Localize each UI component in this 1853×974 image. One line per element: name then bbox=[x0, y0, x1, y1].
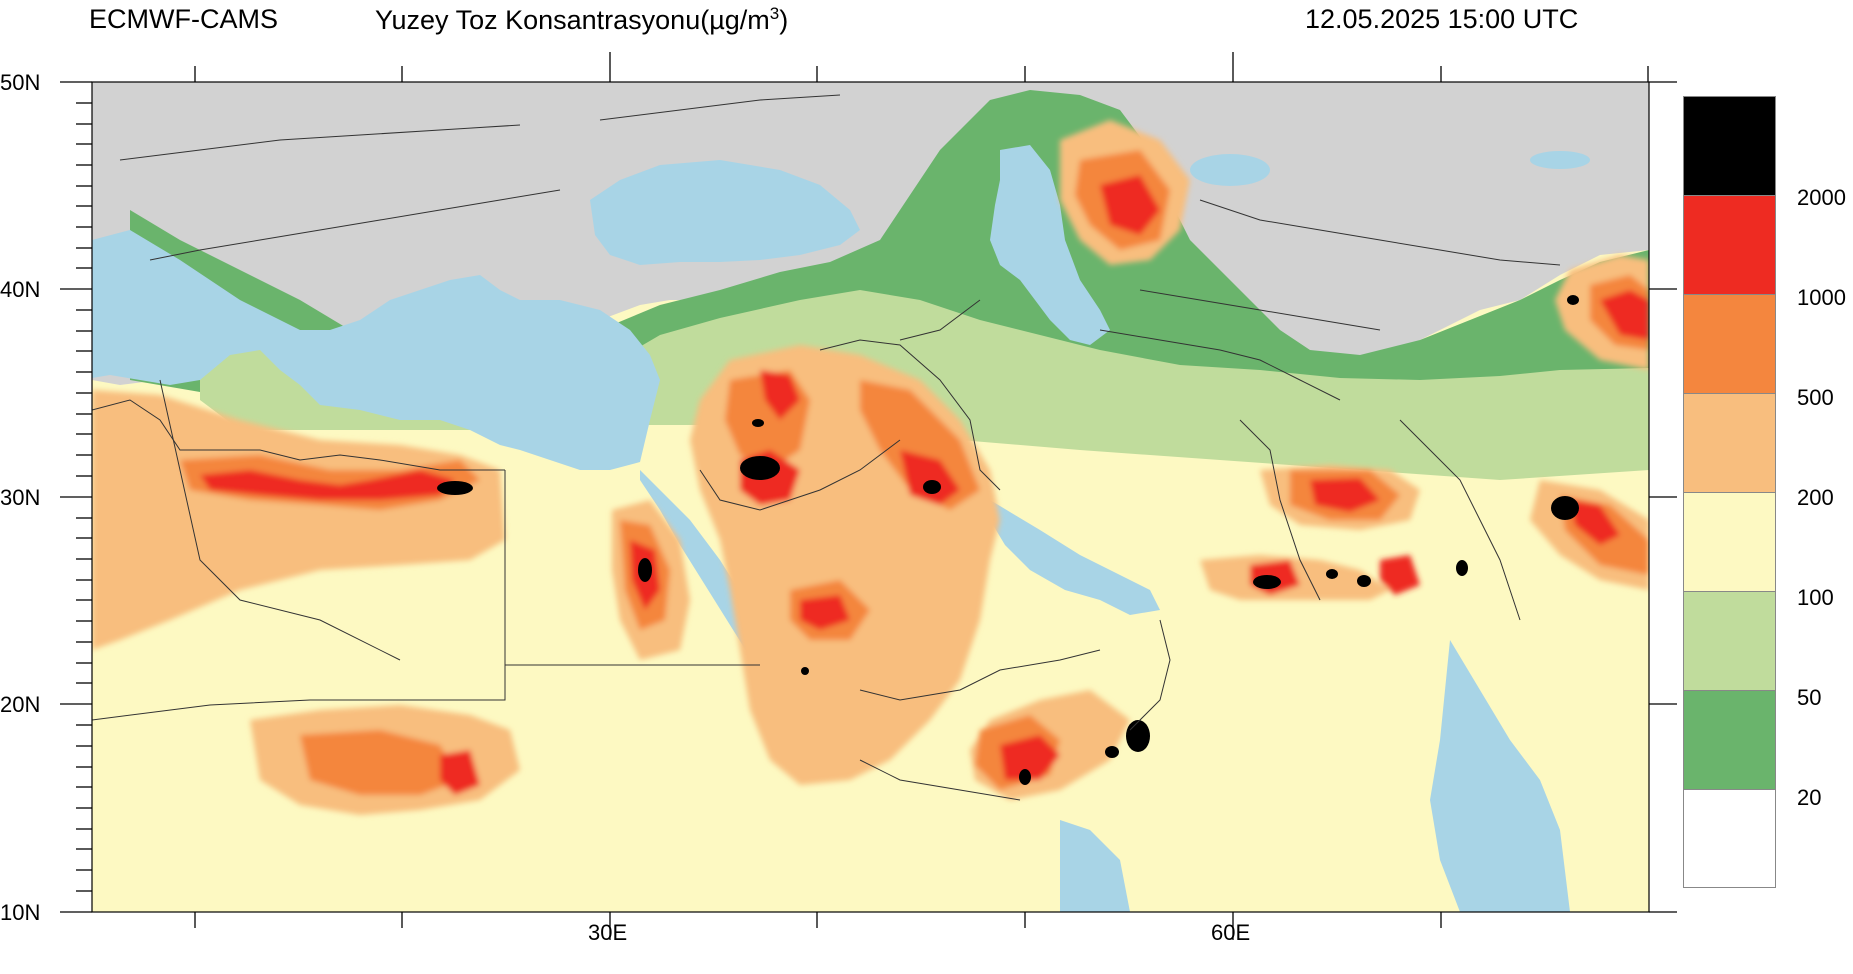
valid-time: 12.05.2025 15:00 UTC bbox=[1305, 4, 1579, 34]
legend-label-100: 100 bbox=[1797, 585, 1834, 610]
lat-label-30n: 30N bbox=[0, 485, 41, 510]
legend-swatch bbox=[1683, 294, 1776, 393]
balkhash-lake bbox=[1530, 151, 1590, 169]
map-field bbox=[92, 82, 1649, 912]
lon-ticks bbox=[194, 52, 1649, 940]
unit-superscript: 3 bbox=[769, 4, 780, 23]
legend-swatch bbox=[1683, 591, 1776, 690]
lat-label-50n: 50N bbox=[0, 70, 41, 95]
indian-ocean-west bbox=[1060, 820, 1130, 912]
source-title: ECMWF-CAMS bbox=[89, 4, 278, 34]
legend-swatch bbox=[1683, 690, 1776, 789]
legend-label-1000: 1000 bbox=[1797, 285, 1846, 310]
product-title: Yuzey Toz Konsantrasyonu(µg/m3) bbox=[375, 4, 788, 36]
lat-label-20n: 20N bbox=[0, 692, 41, 717]
mediterranean-sea bbox=[92, 230, 660, 470]
legend-label-20: 20 bbox=[1797, 785, 1822, 810]
persian-gulf bbox=[990, 500, 1160, 615]
black-hotspots bbox=[437, 295, 1579, 785]
color-legend bbox=[1683, 96, 1776, 888]
lon-label-30e: 30E bbox=[588, 920, 628, 945]
legend-swatch bbox=[1683, 195, 1776, 294]
legend-swatch bbox=[1683, 96, 1776, 195]
legend-label-2000: 2000 bbox=[1797, 185, 1846, 210]
legend-swatch bbox=[1683, 789, 1776, 888]
legend-label-500: 500 bbox=[1797, 385, 1834, 410]
unit-close: ) bbox=[779, 5, 789, 35]
legend-label-50: 50 bbox=[1797, 685, 1822, 710]
country-borders bbox=[92, 94, 1561, 801]
legend-swatch bbox=[1683, 492, 1776, 591]
legend-label-200: 200 bbox=[1797, 485, 1834, 510]
black-sea bbox=[590, 160, 860, 265]
aral-sea bbox=[1190, 154, 1270, 186]
bay-of-bengal bbox=[1430, 640, 1570, 912]
green-belt-north bbox=[130, 90, 1649, 455]
product-name: Yuzey Toz Konsantrasyonu(µg/m bbox=[375, 5, 770, 35]
legend-swatch bbox=[1683, 393, 1776, 492]
lat-label-40n: 40N bbox=[0, 277, 41, 302]
caspian-sea bbox=[990, 145, 1110, 345]
lon-label-60e: 60E bbox=[1211, 920, 1251, 945]
lat-ticks bbox=[60, 81, 1677, 913]
lat-label-10n: 10N bbox=[0, 900, 41, 925]
